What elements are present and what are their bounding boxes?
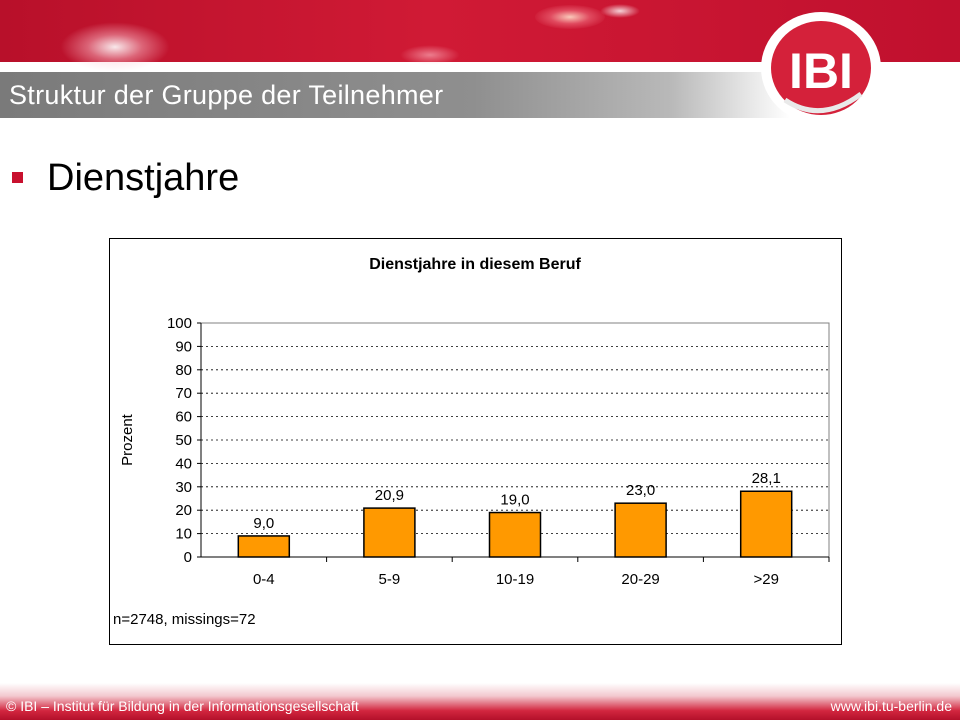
bar — [488, 511, 542, 558]
logo-text: IBI — [789, 43, 853, 99]
x-tick-label: 10-19 — [496, 571, 534, 588]
y-tick-label: 0 — [184, 549, 192, 566]
light-flare — [600, 4, 640, 18]
bar-value-label: 20,9 — [375, 487, 404, 504]
slide-title: Struktur der Gruppe der Teilnehmer — [9, 80, 444, 110]
footer-url[interactable]: www.ibi.tu-berlin.de — [830, 698, 952, 714]
y-tick-label: 10 — [175, 526, 192, 543]
chart-frame: Dienstjahre in diesem Beruf 0 10 20 30 40 50 6… — [109, 238, 842, 645]
bar — [363, 507, 416, 558]
x-tick-label: >29 — [753, 571, 778, 588]
bar-value-label: 9,0 — [253, 515, 274, 532]
sample-note: n=2748, missings=72 — [113, 611, 256, 628]
x-tick-label: 5-9 — [379, 571, 401, 588]
bars: 9,0 20,9 19,0 23,0 28,1 — [237, 470, 793, 558]
bar — [237, 535, 291, 558]
bar-chart: Dienstjahre in diesem Beruf 0 10 20 30 40 50 6… — [113, 256, 830, 628]
y-tick-label: 80 — [175, 362, 192, 379]
x-tick-label: 20-29 — [621, 571, 659, 588]
bar — [739, 490, 793, 558]
x-tick-label: 0-4 — [253, 571, 275, 588]
x-tick-labels: 0-4 5-9 10-19 20-29 >29 — [253, 557, 830, 588]
y-tick-label: 30 — [175, 479, 192, 496]
chart-title: Dienstjahre in diesem Beruf — [369, 256, 581, 273]
y-tick-label: 60 — [175, 409, 192, 426]
y-tick-label: 20 — [175, 502, 192, 519]
y-tick-label: 40 — [175, 455, 192, 472]
bar-value-label: 28,1 — [752, 470, 781, 487]
footer-copyright: © IBI – Institut für Bildung in der Info… — [6, 698, 359, 714]
bar — [614, 502, 667, 558]
slide-title-bar: Struktur der Gruppe der Teilnehmer — [0, 72, 790, 118]
light-flare — [535, 5, 605, 29]
y-tick-label: 90 — [175, 338, 192, 355]
footer-bar — [0, 683, 960, 720]
bar-value-label: 19,0 — [500, 492, 529, 509]
y-axis-label: Prozent — [119, 413, 136, 466]
y-tick-label: 50 — [175, 432, 192, 449]
ibi-logo: IBI — [761, 12, 881, 124]
y-tick-label: 100 — [167, 315, 192, 332]
light-flare — [400, 45, 460, 65]
light-flare — [60, 22, 170, 72]
bar-value-label: 23,0 — [626, 482, 655, 499]
bullet-text: Dienstjahre — [47, 157, 240, 199]
y-tick-label: 70 — [175, 385, 192, 402]
bullet-square-icon — [12, 172, 23, 183]
